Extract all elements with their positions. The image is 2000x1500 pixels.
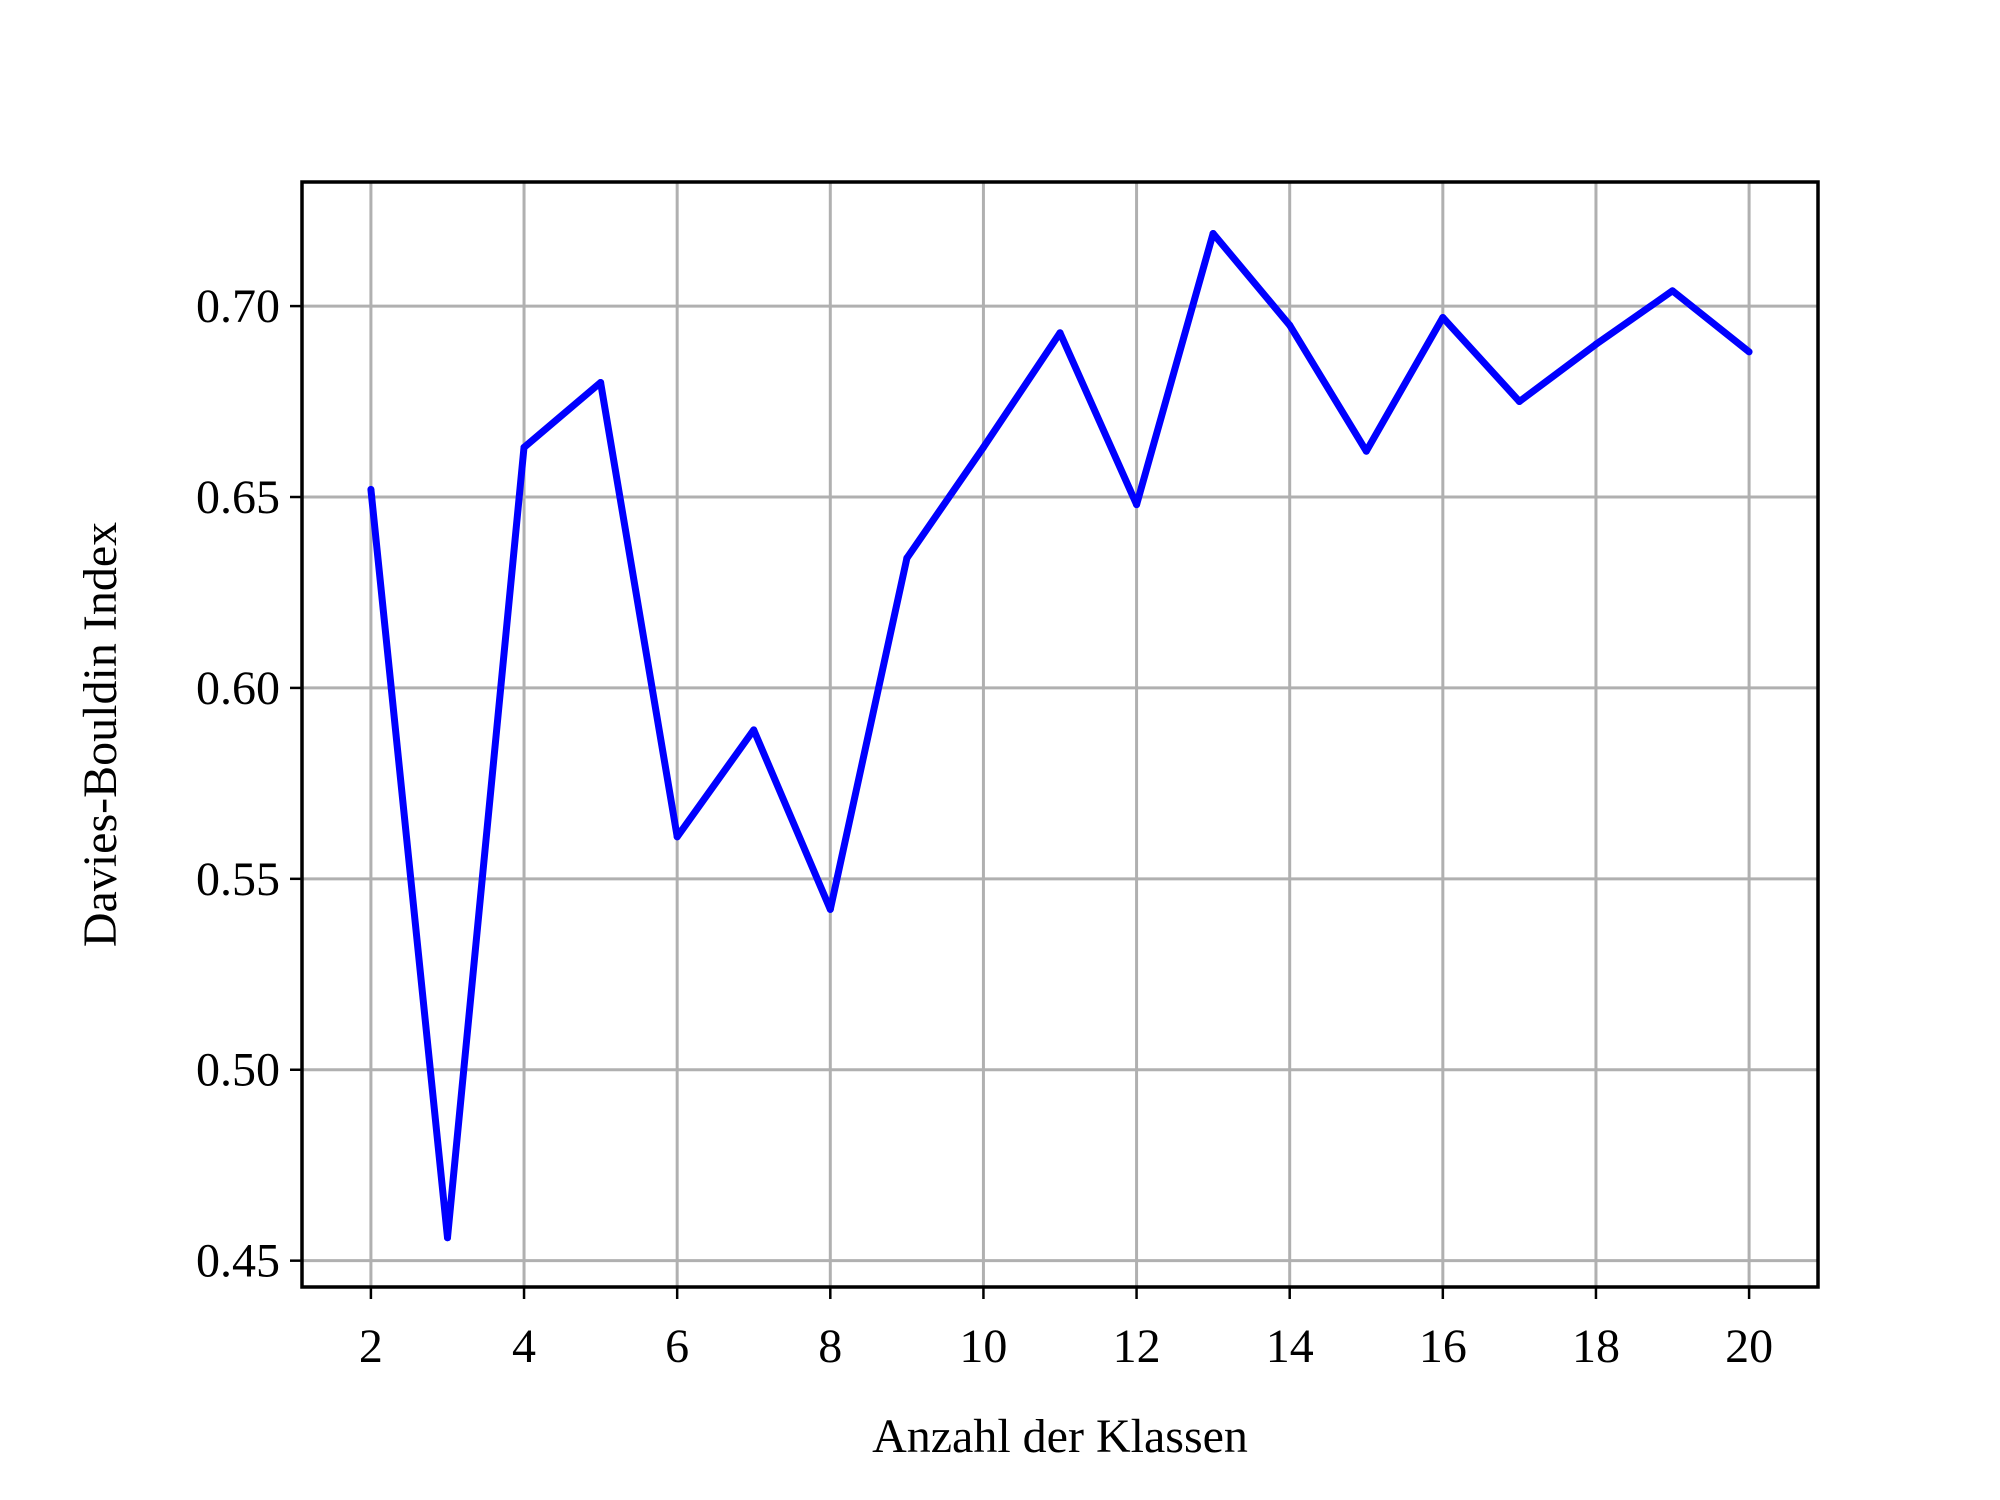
data-point (673, 833, 681, 841)
data-point (826, 905, 834, 913)
data-point (903, 554, 911, 562)
y-tick-label: 0.60 (196, 662, 280, 715)
x-axis-label: Anzahl der Klassen (872, 1410, 1248, 1463)
data-point (750, 726, 758, 734)
x-tick-label: 14 (1266, 1320, 1314, 1373)
y-tick-label: 0.45 (196, 1235, 280, 1288)
data-point (1515, 398, 1523, 406)
grid-lines (302, 182, 1818, 1287)
y-tick-label: 0.50 (196, 1044, 280, 1097)
x-tick-label: 8 (818, 1320, 842, 1373)
data-point (979, 443, 987, 451)
data-point (1439, 314, 1447, 322)
series-layer (367, 230, 1753, 1242)
x-tick-label: 18 (1572, 1320, 1620, 1373)
data-point (1286, 321, 1294, 329)
x-tick-label: 6 (665, 1320, 689, 1373)
data-point (443, 1234, 451, 1242)
data-point (1745, 348, 1753, 356)
y-tick-label: 0.55 (196, 853, 280, 906)
x-tick-label: 4 (512, 1320, 536, 1373)
plot-frame (300, 180, 1820, 1289)
data-point (1592, 340, 1600, 348)
axis-ticks: 2 4 6 8 10 12 14 16 18 20 0.45 0.50 0.55 0.60 0.65 0.70 (196, 280, 1773, 1373)
data-point (367, 485, 375, 493)
x-tick-label: 2 (359, 1320, 383, 1373)
x-tick-label: 16 (1419, 1320, 1467, 1373)
y-axis-label: Davies-Bouldin Index (74, 522, 127, 947)
x-tick-label: 10 (959, 1320, 1007, 1373)
x-tick-label: 20 (1725, 1320, 1773, 1373)
x-tick-label: 12 (1113, 1320, 1161, 1373)
data-point (1056, 329, 1064, 337)
data-point (1669, 287, 1677, 295)
data-point (1133, 501, 1141, 509)
series-line (367, 230, 1752, 1242)
data-point (1209, 230, 1217, 238)
data-point (1362, 447, 1370, 455)
y-tick-label: 0.65 (196, 471, 280, 524)
y-tick-label: 0.70 (196, 280, 280, 333)
data-point (520, 443, 528, 451)
data-point (597, 378, 605, 386)
